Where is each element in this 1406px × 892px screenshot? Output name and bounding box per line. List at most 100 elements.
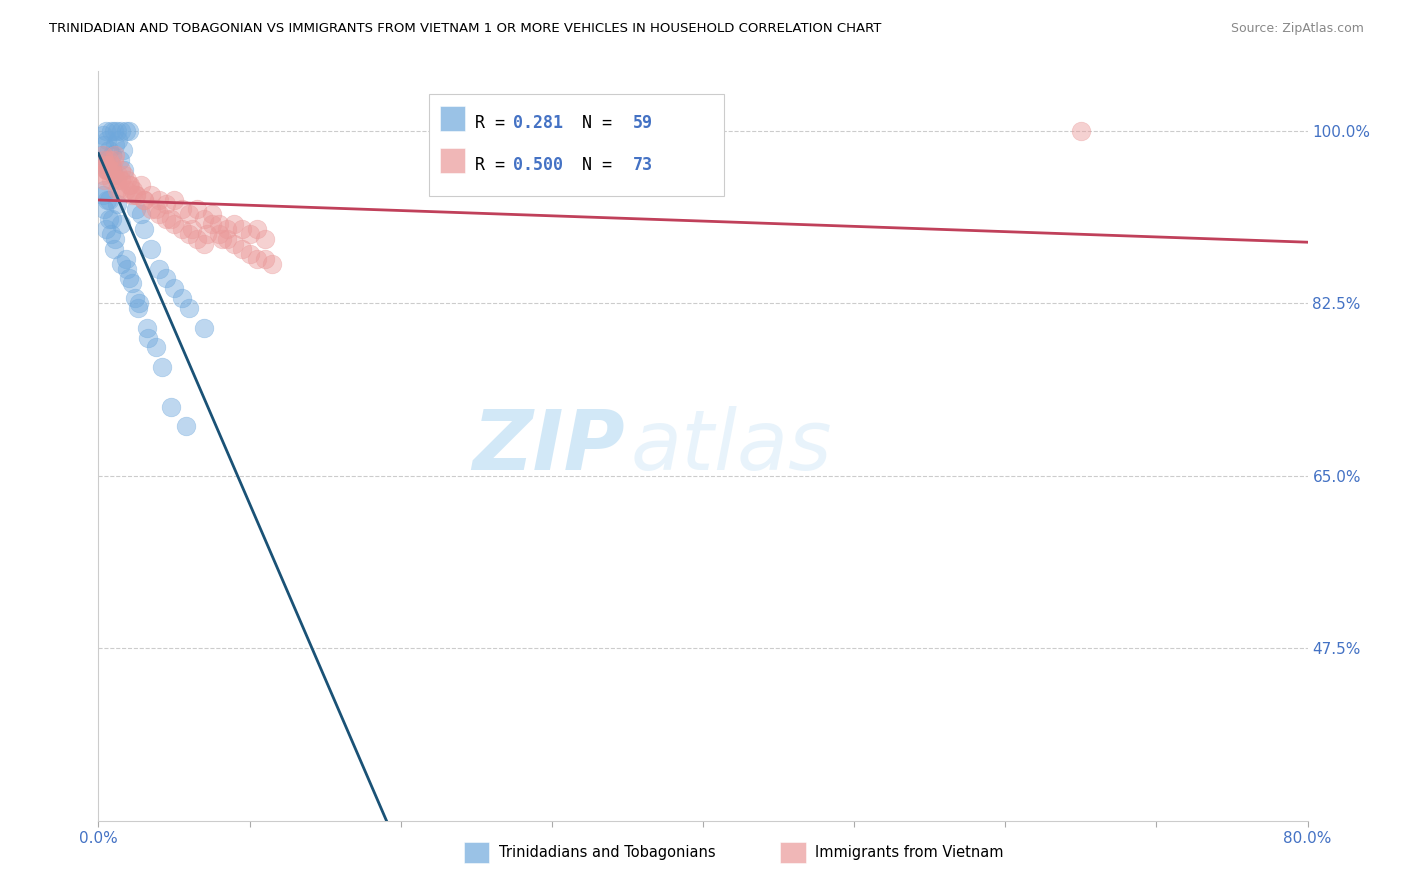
Text: Immigrants from Vietnam: Immigrants from Vietnam — [815, 846, 1004, 860]
Point — [224, 217, 246, 231]
Text: 59: 59 — [633, 114, 652, 132]
Point — [201, 207, 224, 221]
Point — [179, 301, 201, 315]
Point — [208, 217, 231, 231]
Point — [239, 246, 262, 260]
Point — [110, 173, 132, 187]
Point — [124, 291, 146, 305]
Point — [118, 178, 141, 192]
Point — [103, 153, 125, 167]
Point — [105, 173, 128, 187]
Point — [105, 183, 128, 197]
Text: N =: N = — [562, 114, 623, 132]
Point — [110, 257, 132, 271]
Point — [231, 242, 253, 256]
Point — [103, 123, 125, 137]
Point — [155, 212, 177, 227]
Point — [103, 168, 125, 182]
Point — [170, 291, 193, 305]
Point — [94, 163, 117, 178]
Point — [100, 158, 122, 172]
Point — [215, 232, 238, 246]
Point — [253, 252, 276, 266]
Point — [163, 281, 186, 295]
Point — [170, 202, 193, 217]
Point — [186, 202, 208, 217]
Point — [112, 163, 135, 178]
Point — [107, 168, 129, 182]
Point — [148, 261, 170, 276]
Point — [105, 123, 128, 137]
Point — [160, 400, 183, 414]
Point — [110, 163, 132, 178]
Point — [136, 330, 159, 344]
Point — [246, 222, 269, 236]
Point — [114, 123, 136, 137]
Point — [211, 232, 233, 246]
Point — [179, 227, 201, 241]
Point — [98, 163, 121, 178]
Point — [103, 168, 125, 182]
Point — [98, 153, 121, 167]
Point — [122, 183, 145, 197]
Point — [201, 217, 224, 231]
Point — [93, 202, 115, 217]
Point — [91, 168, 114, 182]
Point — [96, 158, 118, 172]
Point — [100, 173, 122, 187]
Point — [132, 193, 155, 207]
Point — [107, 133, 129, 147]
Point — [100, 227, 122, 241]
Point — [114, 252, 136, 266]
Point — [98, 212, 121, 227]
Point — [110, 217, 132, 231]
Point — [104, 232, 127, 246]
Point — [141, 202, 163, 217]
Text: N =: N = — [562, 156, 623, 174]
Point — [195, 227, 218, 241]
Point — [104, 138, 127, 153]
Point — [93, 153, 115, 167]
Point — [98, 193, 121, 207]
Point — [145, 202, 167, 217]
Text: 0.500: 0.500 — [513, 156, 564, 174]
Point — [100, 163, 122, 178]
Point — [94, 153, 117, 167]
Point — [96, 133, 118, 147]
Point — [125, 202, 148, 217]
Point — [121, 277, 143, 291]
Point — [208, 227, 231, 241]
Point — [155, 271, 177, 285]
Point — [155, 197, 177, 211]
Point — [262, 257, 284, 271]
Point — [120, 178, 142, 192]
Point — [170, 222, 193, 236]
Point — [1070, 123, 1092, 137]
Point — [135, 320, 157, 334]
Point — [94, 158, 117, 172]
Point — [193, 212, 215, 227]
Point — [101, 148, 124, 162]
Point — [115, 261, 138, 276]
Point — [96, 163, 118, 178]
Point — [129, 207, 152, 221]
Point — [91, 148, 114, 162]
Point — [96, 193, 118, 207]
Point — [145, 340, 167, 354]
Point — [160, 212, 183, 227]
Point — [93, 138, 115, 153]
Point — [100, 123, 122, 137]
Point — [93, 183, 115, 197]
Point — [121, 187, 143, 202]
Point — [186, 232, 208, 246]
Point — [114, 183, 136, 197]
Point — [163, 193, 186, 207]
Point — [115, 173, 138, 187]
Text: R =: R = — [475, 114, 515, 132]
Point — [90, 148, 112, 162]
Point — [93, 173, 115, 187]
Point — [246, 252, 269, 266]
Point — [148, 193, 170, 207]
Point — [105, 197, 128, 211]
Point — [108, 153, 131, 167]
